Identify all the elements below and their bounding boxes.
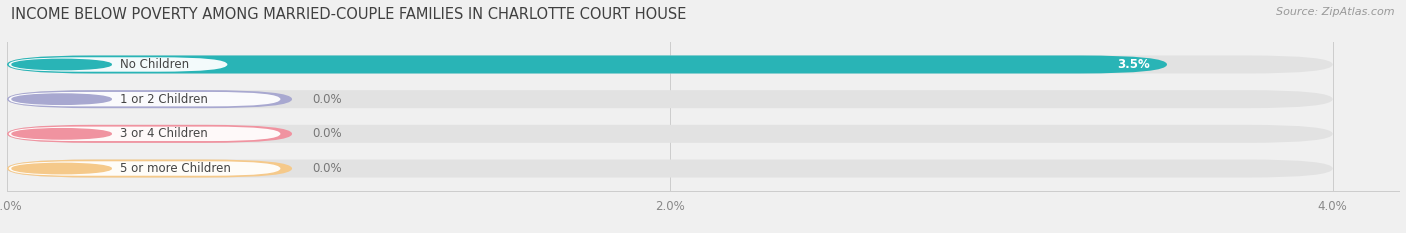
- FancyBboxPatch shape: [7, 90, 1333, 108]
- FancyBboxPatch shape: [7, 55, 1333, 73]
- Text: Source: ZipAtlas.com: Source: ZipAtlas.com: [1277, 7, 1395, 17]
- Text: 5 or more Children: 5 or more Children: [120, 162, 231, 175]
- FancyBboxPatch shape: [7, 160, 1333, 178]
- Text: 0.0%: 0.0%: [312, 127, 342, 140]
- FancyBboxPatch shape: [7, 160, 292, 178]
- Circle shape: [13, 59, 111, 70]
- Text: 1 or 2 Children: 1 or 2 Children: [120, 93, 208, 106]
- FancyBboxPatch shape: [8, 92, 280, 106]
- FancyBboxPatch shape: [8, 127, 280, 141]
- FancyBboxPatch shape: [7, 90, 292, 108]
- FancyBboxPatch shape: [8, 161, 280, 176]
- Text: 0.0%: 0.0%: [312, 93, 342, 106]
- Text: No Children: No Children: [120, 58, 188, 71]
- Text: 0.0%: 0.0%: [312, 162, 342, 175]
- Circle shape: [13, 129, 111, 139]
- Circle shape: [13, 163, 111, 174]
- FancyBboxPatch shape: [7, 125, 1333, 143]
- FancyBboxPatch shape: [8, 57, 228, 72]
- Circle shape: [13, 94, 111, 104]
- Text: INCOME BELOW POVERTY AMONG MARRIED-COUPLE FAMILIES IN CHARLOTTE COURT HOUSE: INCOME BELOW POVERTY AMONG MARRIED-COUPL…: [11, 7, 686, 22]
- Text: 3.5%: 3.5%: [1118, 58, 1150, 71]
- FancyBboxPatch shape: [7, 125, 292, 143]
- FancyBboxPatch shape: [7, 55, 1167, 73]
- Text: 3 or 4 Children: 3 or 4 Children: [120, 127, 207, 140]
